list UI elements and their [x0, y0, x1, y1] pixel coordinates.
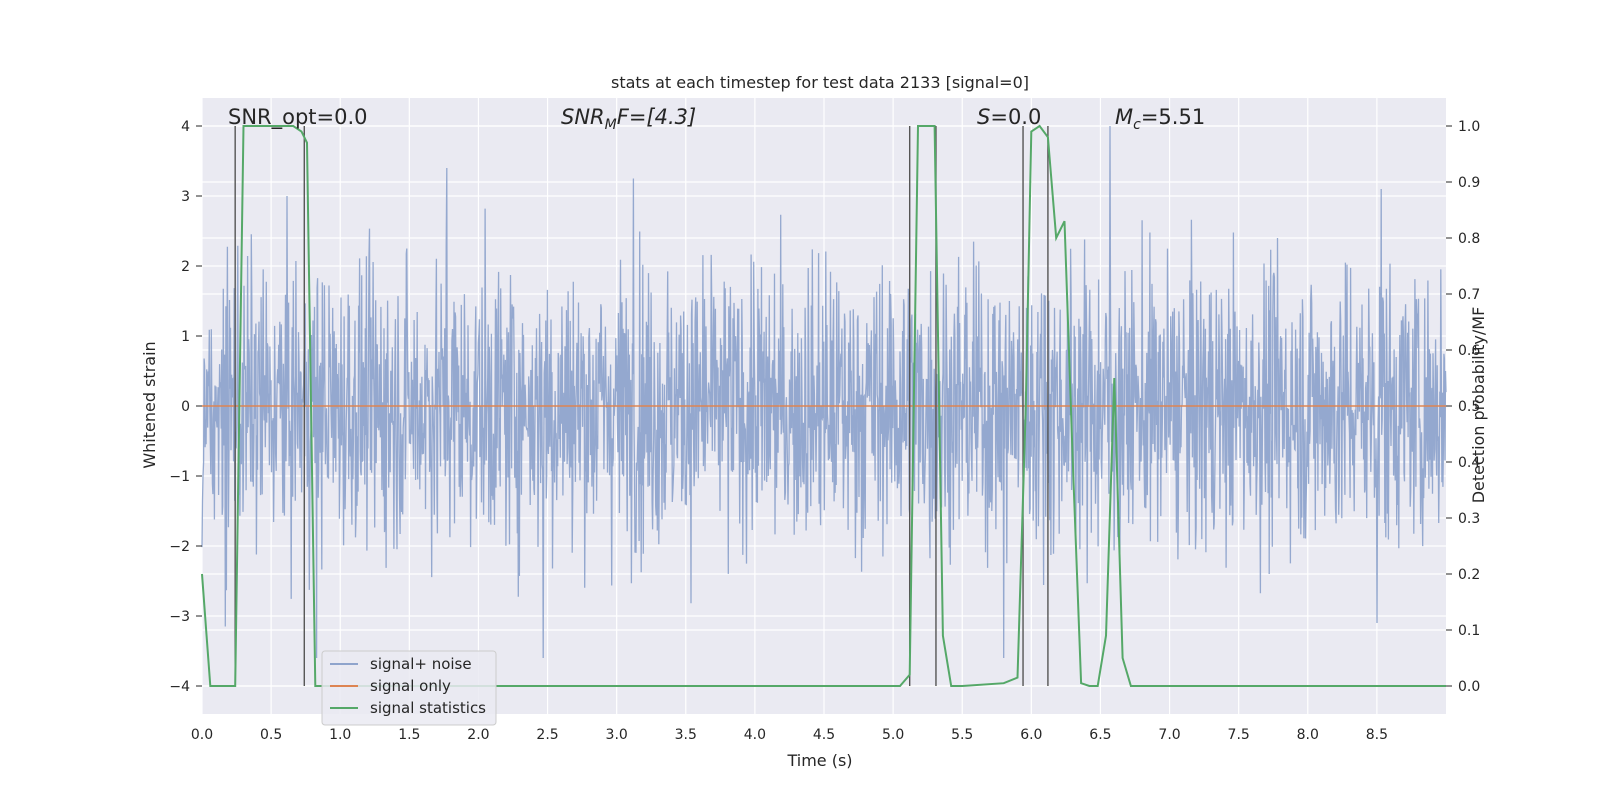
annotation-s-base: S: [977, 105, 990, 129]
y2-tick-label: 0.5: [1458, 399, 1480, 415]
x-tick-label: 8.0: [1297, 727, 1319, 743]
chart-title: stats at each timestep for test data 213…: [611, 73, 1029, 92]
signal-statistics-series: [201, 124, 1446, 687]
y2-tick-label: 0.8: [1458, 231, 1480, 247]
x-ticks: 0.0 0.5 1.0 1.5 2.0 2.5 3.0 3.5 4.0 4.5 5.0 5.5 6.0 6…: [191, 727, 1388, 743]
x-axis-label: Time (s): [786, 751, 852, 770]
annotation-mc: Mc=5.51: [1115, 105, 1205, 133]
x-tick-label: 7.0: [1158, 727, 1180, 743]
x-tick-label: 4.5: [813, 727, 835, 743]
x-tick-label: 6.5: [1089, 727, 1111, 743]
y2-tick-label: 0.1: [1458, 623, 1480, 639]
y2-axis-label: Detection probability/MF: [1469, 307, 1488, 504]
y-axis-label: Whitened strain: [140, 341, 159, 468]
annotation-mc-rest: =5.51: [1141, 105, 1205, 129]
annotation-mc-base: M: [1115, 105, 1133, 129]
legend: signal+ noise signal only signal statist…: [321, 650, 497, 726]
y2-tick-label: 0.6: [1458, 343, 1480, 359]
x-tick-label: 3.5: [675, 727, 697, 743]
y-tick-label: 4: [181, 119, 190, 135]
y-tick-label: −1: [169, 469, 190, 485]
x-tick-label: 5.5: [951, 727, 973, 743]
signal-statistics-line: [201, 124, 1446, 687]
x-tick-label: 0.5: [260, 727, 282, 743]
x-tick-label: 3.0: [606, 727, 628, 743]
y-tick-label: 1: [181, 329, 190, 345]
y2-tick-label: 0.9: [1458, 175, 1480, 191]
noise-series: [201, 125, 1447, 659]
annotation-snr-mf-rest-f: F=[4.3]: [617, 105, 696, 129]
annotation-snr-mf: SNRMF=[4.3]: [561, 105, 696, 133]
x-tick-label: 1.0: [329, 727, 351, 743]
annotation-s: S=0.0: [977, 105, 1041, 129]
x-tick-label: 2.0: [467, 727, 489, 743]
x-tick-label: 0.0: [191, 727, 213, 743]
y2-tick-label: 0.2: [1458, 567, 1480, 583]
legend-box: [321, 650, 497, 726]
x-tick-label: 5.0: [882, 727, 904, 743]
y-tick-label: −2: [169, 539, 190, 555]
annotation-s-rest: =0.0: [990, 105, 1041, 129]
y2-tick-label: 0.3: [1458, 511, 1480, 527]
y-tick-label: −3: [169, 609, 190, 625]
y2-tick-label: 1.0: [1458, 119, 1480, 135]
y-ticks: 4 3 2 1 0 −1 −2 −3 −4: [169, 119, 202, 695]
noise-line: [201, 125, 1447, 659]
y-tick-label: −4: [169, 679, 190, 695]
y2-tick-label: 0.4: [1458, 455, 1480, 471]
legend-label-signal: signal only: [370, 677, 451, 695]
annotation-snr-opt: SNR_opt=0.0: [228, 105, 368, 130]
x-tick-label: 1.5: [398, 727, 420, 743]
legend-label-stats: signal statistics: [370, 699, 486, 717]
annotation-snr-mf-base: SNR: [561, 105, 605, 129]
y-tick-label: 3: [181, 189, 190, 205]
y2-tick-label: 0.0: [1458, 679, 1480, 695]
x-tick-label: 4.0: [744, 727, 766, 743]
x-tick-label: 8.5: [1366, 727, 1388, 743]
x-tick-label: 2.5: [536, 727, 558, 743]
x-tick-label: 7.5: [1228, 727, 1250, 743]
y-tick-label: 2: [181, 259, 190, 275]
x-tick-label: 6.0: [1020, 727, 1042, 743]
y2-ticks: 1.0 0.9 0.8 0.7 0.6 0.5 0.4 0.3 0.2 0.1 0.0: [1446, 119, 1480, 695]
y2-tick-label: 0.7: [1458, 287, 1480, 303]
vertical-markers: [234, 126, 1049, 686]
annotation-snr-mf-sub: M: [605, 117, 617, 133]
annotation-mc-sub: c: [1133, 117, 1141, 133]
legend-label-noise: signal+ noise: [370, 655, 472, 673]
y-tick-label: 0: [181, 399, 190, 415]
